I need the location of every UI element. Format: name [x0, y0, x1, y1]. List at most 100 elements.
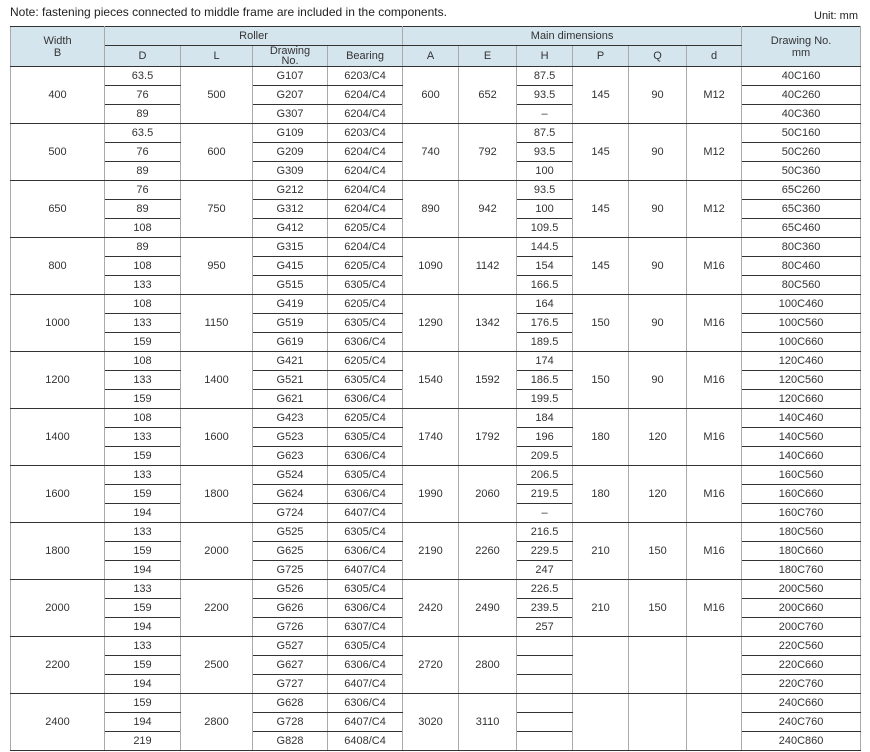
- header-roller: Roller: [103, 26, 404, 46]
- cell-e: 1342: [458, 294, 518, 352]
- cell-small-d: M16: [686, 294, 743, 352]
- cell-bearing: 6205/C4: [326, 218, 404, 238]
- cell-drawing-no: 50C360: [741, 161, 862, 181]
- cell-roller-drawing-no: G728: [252, 712, 328, 732]
- cell-a: 2420: [402, 579, 460, 637]
- cell-roller-drawing-no: G315: [252, 237, 328, 257]
- cell-small-d: M16: [686, 237, 743, 295]
- cell-h: 239.5: [516, 598, 574, 618]
- cell-drawing-no: 200C660: [741, 598, 862, 618]
- cell-h: 100: [516, 161, 574, 181]
- cell-q: 90: [628, 237, 688, 295]
- cell-p: 145: [572, 180, 630, 238]
- cell-bearing: 6204/C4: [326, 180, 404, 200]
- table-row: 159 G623 6306/C4 209.5 140C660: [11, 446, 862, 466]
- cell-d: 89: [104, 237, 181, 257]
- cell-l: 1150: [180, 294, 253, 352]
- header-d: D: [104, 45, 181, 67]
- cell-l: 500: [180, 66, 253, 124]
- cell-small-d: M12: [686, 66, 743, 124]
- cell-roller-drawing-no: G107: [252, 66, 328, 86]
- cell-roller-drawing-no: G109: [252, 123, 328, 143]
- cell-l: 2200: [180, 579, 253, 637]
- cell-d: 194: [104, 674, 181, 694]
- cell-d: 159: [104, 484, 181, 504]
- cell-small-d: M12: [686, 123, 743, 181]
- cell-small-d: M12: [686, 180, 743, 238]
- cell-d: 133: [104, 370, 181, 390]
- cell-d: 133: [104, 579, 181, 599]
- cell-roller-drawing-no: G209: [252, 142, 328, 162]
- cell-bearing: 6306/C4: [326, 446, 404, 466]
- cell-bearing: 6204/C4: [326, 85, 404, 105]
- cell-bearing: 6306/C4: [326, 541, 404, 561]
- cell-roller-drawing-no: G828: [252, 731, 328, 751]
- table-row: 1800 133 2000 G525 6305/C4 2190 2260 216.5 210 15…: [10, 522, 862, 580]
- table-row: 159 G625 6306/C4 229.5 180C660: [11, 541, 862, 561]
- cell-roller-drawing-no: G625: [252, 541, 328, 561]
- cell-d: 133: [104, 313, 181, 333]
- cell-small-d: [686, 693, 743, 751]
- cell-roller-drawing-no: G525: [252, 522, 328, 542]
- cell-a: 1740: [402, 408, 460, 466]
- cell-bearing: 6408/C4: [326, 731, 404, 751]
- cell-d: 159: [104, 655, 181, 675]
- cell-d: 108: [104, 408, 181, 428]
- cell-h: 186.5: [516, 370, 574, 390]
- cell-bearing: 6305/C4: [326, 465, 404, 485]
- cell-bearing: 6305/C4: [326, 579, 404, 599]
- cell-bearing: 6306/C4: [326, 332, 404, 352]
- table-row: 159 G627 6306/C4 220C660: [11, 655, 862, 675]
- cell-roller-drawing-no: G309: [252, 161, 328, 181]
- cell-drawing-no: 65C460: [741, 218, 862, 238]
- table-row: 2000 133 2200 G526 6305/C4 2420 2490 226.5 210 15…: [10, 579, 862, 637]
- header-small-d: d: [686, 45, 743, 67]
- cell-roller-drawing-no: G212: [252, 180, 328, 200]
- cell-drawing-no: 160C760: [741, 503, 862, 523]
- cell-roller-drawing-no: G527: [252, 636, 328, 656]
- cell-drawing-no: 50C160: [741, 123, 862, 143]
- table-note: Note: fastening pieces connected to midd…: [10, 5, 447, 19]
- cell-drawing-no: 80C360: [741, 237, 862, 257]
- cell-d: 159: [104, 446, 181, 466]
- cell-h: 226.5: [516, 579, 574, 599]
- cell-q: [628, 636, 688, 694]
- table-row: 800 89 950 G315 6204/C4 1090 1142 144.5 145 90 M16…: [10, 237, 862, 295]
- cell-e: 2800: [458, 636, 518, 694]
- cell-drawing-no: 240C760: [741, 712, 862, 732]
- cell-small-d: M16: [686, 351, 743, 409]
- cell-e: 1142: [458, 237, 518, 295]
- cell-a: 2720: [402, 636, 460, 694]
- cell-a: 1290: [402, 294, 460, 352]
- cell-bearing: 6305/C4: [326, 313, 404, 333]
- header-p: P: [572, 45, 630, 67]
- cell-roller-drawing-no: G521: [252, 370, 328, 390]
- table-row: 194 G728 6407/C4 240C760: [11, 712, 862, 732]
- cell-p: [572, 636, 630, 694]
- cell-a: 600: [402, 66, 460, 124]
- cell-drawing-no: 100C460: [741, 294, 862, 314]
- table-row: 76 G207 6204/C4 93.5 40C260: [11, 85, 862, 105]
- cell-d: 159: [104, 541, 181, 561]
- cell-d: 63.5: [104, 123, 181, 143]
- cell-bearing: 6204/C4: [326, 104, 404, 124]
- cell-width: 500: [10, 123, 105, 181]
- cell-bearing: 6307/C4: [326, 617, 404, 637]
- table-row: 133 G523 6305/C4 196 140C560: [11, 427, 862, 447]
- cell-h: 229.5: [516, 541, 574, 561]
- cell-d: 159: [104, 389, 181, 409]
- cell-roller-drawing-no: G624: [252, 484, 328, 504]
- cell-bearing: 6407/C4: [326, 560, 404, 580]
- cell-p: [572, 693, 630, 751]
- cell-roller-drawing-no: G524: [252, 465, 328, 485]
- cell-bearing: 6203/C4: [326, 66, 404, 86]
- cell-drawing-no: 100C660: [741, 332, 862, 352]
- cell-e: 792: [458, 123, 518, 181]
- cell-p: 210: [572, 522, 630, 580]
- cell-l: 1600: [180, 408, 253, 466]
- cell-bearing: 6305/C4: [326, 275, 404, 295]
- cell-width: 400: [10, 66, 105, 124]
- cell-bearing: 6205/C4: [326, 408, 404, 428]
- cell-a: 890: [402, 180, 460, 238]
- header-h: H: [516, 45, 574, 67]
